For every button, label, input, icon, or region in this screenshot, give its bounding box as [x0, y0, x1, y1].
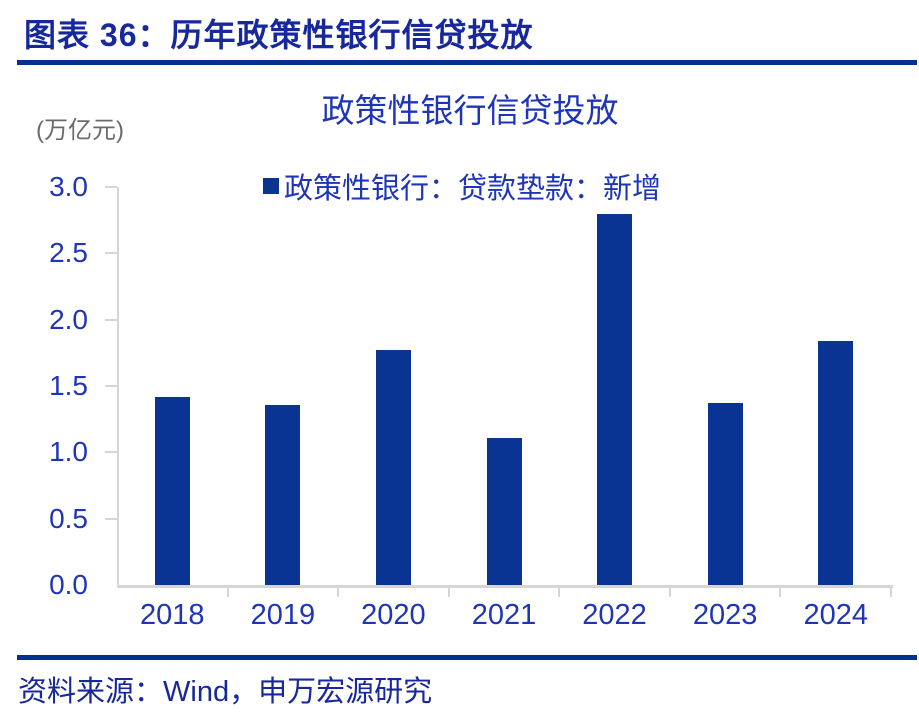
y-axis-label: 0.5	[49, 502, 88, 534]
bar-2024	[818, 340, 854, 585]
bar-2020	[375, 350, 411, 585]
y-axis-label: 0.0	[49, 569, 88, 600]
figure-caption: 图表 36：历年政策性银行信贷投放	[24, 17, 534, 53]
x-tick	[337, 585, 340, 597]
x-tick	[558, 585, 561, 597]
x-tick	[890, 585, 892, 597]
y-tick	[105, 186, 117, 188]
x-axis-label: 2021	[471, 599, 537, 631]
y-tick	[105, 252, 117, 255]
y-axis-label: 1.5	[49, 370, 88, 401]
legend-swatch-icon	[263, 178, 279, 194]
bar-2018	[154, 396, 190, 585]
y-tick	[105, 517, 117, 520]
chart-title: 政策性银行信贷投放	[321, 92, 619, 129]
chart-legend: 政策性银行：贷款垫款：新增	[263, 165, 661, 207]
bar-2019	[265, 404, 301, 585]
y-axis-label: 2.5	[49, 237, 88, 269]
x-axis-line	[117, 585, 893, 588]
source-note: 资料来源：Wind，申万宏源研究	[18, 676, 433, 708]
x-axis-label: 2020	[361, 599, 426, 631]
legend-label: 政策性银行：贷款垫款：新增	[284, 173, 662, 205]
x-tick	[779, 585, 782, 597]
x-tick	[226, 585, 229, 597]
y-axis-line	[117, 187, 119, 588]
x-axis-label: 2023	[692, 599, 758, 631]
x-tick	[668, 585, 671, 597]
x-axis-label: 2022	[582, 599, 647, 631]
bar-2021	[486, 437, 522, 585]
y-tick	[105, 318, 117, 321]
y-tick	[105, 385, 117, 387]
x-tick	[447, 585, 450, 597]
bar-2022	[597, 213, 633, 585]
y-axis-label: 2.0	[49, 303, 88, 335]
y-axis-label: 1.0	[49, 436, 88, 468]
x-axis-label: 2019	[250, 599, 316, 631]
y-axis-label: 3.0	[49, 171, 88, 202]
x-axis-label: 2024	[803, 599, 868, 631]
header-divider	[17, 60, 917, 65]
bar-2023	[707, 403, 743, 585]
y-tick	[105, 451, 117, 454]
footer-divider	[17, 655, 917, 660]
y-axis-unit-label: (万亿元)	[36, 117, 124, 144]
x-axis-label: 2018	[140, 599, 205, 631]
